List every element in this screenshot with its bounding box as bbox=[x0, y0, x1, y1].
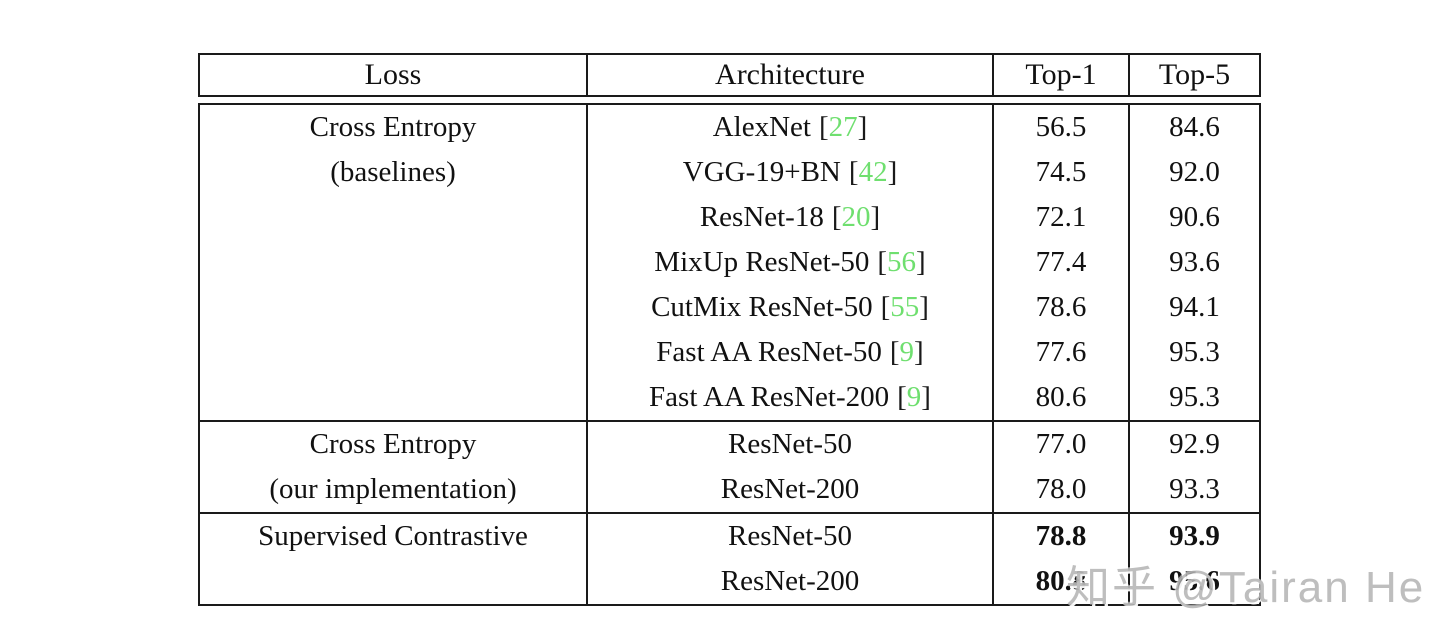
table-row: ResNet-50 78.8 93.9 bbox=[588, 514, 1259, 559]
top5-cell: 92.0 bbox=[1169, 156, 1220, 188]
arch-cell: CutMix ResNet-50 55 bbox=[588, 285, 994, 330]
arch-label: ResNet-200 bbox=[720, 473, 860, 505]
header-cell-loss: Loss bbox=[200, 55, 588, 95]
arch-cell: ResNet-200 bbox=[588, 467, 994, 512]
loss-label-line2: (baselines) bbox=[330, 156, 456, 188]
citation-bracket: 27 bbox=[819, 111, 867, 143]
citation-link[interactable]: 56 bbox=[887, 246, 917, 278]
top5-cell: 84.6 bbox=[1169, 111, 1220, 143]
citation-bracket: 56 bbox=[877, 246, 925, 278]
arch-cell: ResNet-50 bbox=[588, 514, 994, 559]
arch-label: Fast AA ResNet-200 bbox=[649, 381, 890, 413]
section-cross-entropy-ours: Cross Entropy (our implementation) ResNe… bbox=[200, 422, 1259, 514]
arch-label: ResNet-18 bbox=[699, 201, 824, 233]
loss-label-line1: Cross Entropy bbox=[309, 428, 477, 460]
loss-label-line1: Supervised Contrastive bbox=[258, 520, 528, 552]
arch-cell: AlexNet 27 bbox=[588, 105, 994, 150]
arch-label: Fast AA ResNet-50 bbox=[656, 336, 882, 368]
section-supervised-contrastive: Supervised Contrastive ResNet-50 78.8 93… bbox=[200, 514, 1259, 604]
top1-cell: 74.5 bbox=[994, 150, 1130, 195]
top5-cell: 90.6 bbox=[1169, 201, 1220, 233]
loss-cell: Cross Entropy (baselines) bbox=[200, 105, 588, 420]
citation-bracket: 9 bbox=[890, 336, 924, 368]
section-rows: AlexNet 27 56.5 84.6 VGG-19+BN 42 74.5 92.… bbox=[588, 105, 1259, 420]
table-row: AlexNet 27 56.5 84.6 bbox=[588, 105, 1259, 150]
top1-cell: 80.8 bbox=[994, 559, 1130, 604]
citation-link[interactable]: 9 bbox=[899, 336, 915, 368]
top5-cell: 92.9 bbox=[1169, 428, 1220, 460]
arch-label: VGG-19+BN bbox=[682, 156, 841, 188]
table-row: MixUp ResNet-50 56 77.4 93.6 bbox=[588, 240, 1259, 285]
top1-cell: 78.0 bbox=[994, 467, 1130, 512]
loss-cell: Supervised Contrastive bbox=[200, 514, 588, 604]
table-row: Fast AA ResNet-50 9 77.6 95.3 bbox=[588, 330, 1259, 375]
table-row: ResNet-200 78.0 93.3 bbox=[588, 467, 1259, 512]
citation-link[interactable]: 20 bbox=[841, 201, 871, 233]
top1-cell: 78.8 bbox=[994, 514, 1130, 559]
arch-cell: VGG-19+BN 42 bbox=[588, 150, 994, 195]
table-row: Fast AA ResNet-200 9 80.6 95.3 bbox=[588, 375, 1259, 420]
arch-cell: ResNet-50 bbox=[588, 422, 994, 467]
top5-cell: 93.9 bbox=[1169, 520, 1220, 552]
table-row: CutMix ResNet-50 55 78.6 94.1 bbox=[588, 285, 1259, 330]
table-row: VGG-19+BN 42 74.5 92.0 bbox=[588, 150, 1259, 195]
top1-cell: 77.6 bbox=[994, 330, 1130, 375]
arch-label: CutMix ResNet-50 bbox=[651, 291, 873, 323]
table-row: ResNet-18 20 72.1 90.6 bbox=[588, 195, 1259, 240]
top1-cell: 56.5 bbox=[994, 105, 1130, 150]
top1-cell: 80.6 bbox=[994, 375, 1130, 420]
arch-label: ResNet-50 bbox=[727, 520, 853, 552]
top1-cell: 77.0 bbox=[994, 422, 1130, 467]
top1-cell: 77.4 bbox=[994, 240, 1130, 285]
section-rows: ResNet-50 78.8 93.9 ResNet-200 80.8 95.6 bbox=[588, 514, 1259, 604]
arch-label: AlexNet bbox=[712, 111, 811, 143]
table-body: Cross Entropy (baselines) AlexNet 27 56.5… bbox=[198, 103, 1261, 606]
citation-link[interactable]: 9 bbox=[906, 381, 922, 413]
section-cross-entropy-baselines: Cross Entropy (baselines) AlexNet 27 56.5… bbox=[200, 105, 1259, 422]
top5-cell: 95.6 bbox=[1169, 565, 1220, 597]
arch-cell: MixUp ResNet-50 56 bbox=[588, 240, 994, 285]
arch-cell: ResNet-200 bbox=[588, 559, 994, 604]
arch-label: ResNet-200 bbox=[720, 565, 860, 597]
arch-label: ResNet-50 bbox=[727, 428, 853, 460]
citation-link[interactable]: 42 bbox=[858, 156, 888, 188]
citation-bracket: 55 bbox=[881, 291, 929, 323]
loss-label-line2: (our implementation) bbox=[269, 473, 517, 505]
section-rows: ResNet-50 77.0 92.9 ResNet-200 78.0 93.3 bbox=[588, 422, 1259, 512]
top5-cell: 94.1 bbox=[1169, 291, 1220, 323]
citation-link[interactable]: 27 bbox=[828, 111, 858, 143]
table-row: ResNet-50 77.0 92.9 bbox=[588, 422, 1259, 467]
header-cell-architecture: Architecture bbox=[588, 55, 994, 95]
top1-cell: 78.6 bbox=[994, 285, 1130, 330]
arch-cell: Fast AA ResNet-200 9 bbox=[588, 375, 994, 420]
top5-cell: 93.3 bbox=[1169, 473, 1220, 505]
top1-cell: 72.1 bbox=[994, 195, 1130, 240]
loss-cell: Cross Entropy (our implementation) bbox=[200, 422, 588, 512]
citation-bracket: 20 bbox=[832, 201, 880, 233]
header-cell-top1: Top-1 bbox=[994, 55, 1130, 95]
citation-bracket: 42 bbox=[849, 156, 897, 188]
top5-cell: 95.3 bbox=[1169, 336, 1220, 368]
top5-cell: 93.6 bbox=[1169, 246, 1220, 278]
header-cell-top5: Top-5 bbox=[1158, 58, 1231, 91]
arch-cell: ResNet-18 20 bbox=[588, 195, 994, 240]
arch-label: MixUp ResNet-50 bbox=[654, 246, 870, 278]
loss-label-line1: Cross Entropy bbox=[309, 111, 477, 143]
table-row: ResNet-200 80.8 95.6 bbox=[588, 559, 1259, 604]
table-header-row: Loss Architecture Top-1 Top-5 bbox=[198, 53, 1261, 97]
results-table: Loss Architecture Top-1 Top-5 Cross Entr… bbox=[198, 53, 1261, 606]
citation-link[interactable]: 55 bbox=[890, 291, 920, 323]
citation-bracket: 9 bbox=[897, 381, 931, 413]
arch-cell: Fast AA ResNet-50 9 bbox=[588, 330, 994, 375]
top5-cell: 95.3 bbox=[1169, 381, 1220, 413]
